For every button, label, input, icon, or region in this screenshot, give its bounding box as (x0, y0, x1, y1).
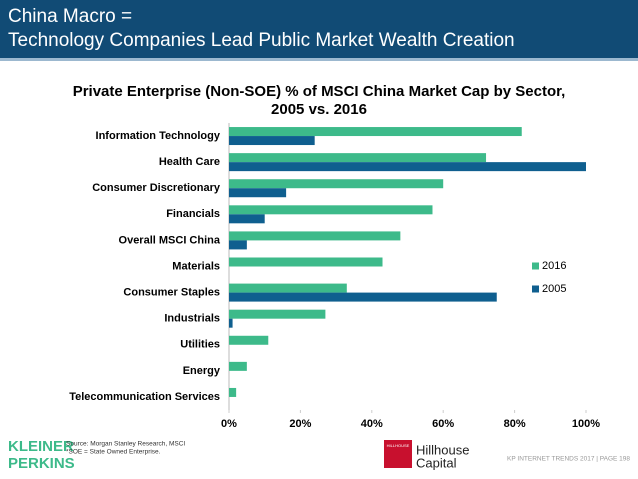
bar (229, 240, 247, 250)
bar (229, 257, 383, 267)
partner-badge-text: HILLHOUSE (387, 443, 410, 448)
y-tick-label: Overall MSCI China (119, 234, 221, 246)
logo: PERKINS (8, 455, 75, 472)
bar (229, 205, 433, 215)
y-tick-label: Industrials (164, 313, 220, 325)
legend-swatch (532, 285, 539, 293)
bar (229, 162, 586, 172)
y-tick-label: Energy (183, 365, 221, 377)
source: Source: Morgan Stanley Research, MSCI (66, 441, 185, 448)
bar (229, 153, 487, 163)
x-tick-label: 40% (361, 418, 383, 430)
y-tick-label: Health Care (159, 156, 220, 168)
bar (229, 283, 347, 293)
bar (229, 127, 522, 137)
partner-badge (384, 440, 412, 468)
y-tick-label: Consumer Discretionary (92, 182, 221, 194)
bar (229, 292, 497, 302)
x-tick-label: 20% (289, 418, 311, 430)
header-rule (0, 58, 638, 61)
bar (229, 136, 315, 146)
bar (229, 309, 326, 319)
header-line: China Macro = (8, 6, 132, 27)
source: *SOE = State Owned Enterprise. (66, 449, 161, 456)
header-band (0, 0, 638, 58)
bar (229, 231, 401, 241)
y-tick-label: Financials (166, 208, 220, 220)
bar (229, 387, 237, 397)
bar (229, 361, 247, 371)
legend-label: 2005 (542, 283, 566, 295)
logo: KLEINER (8, 438, 74, 455)
bar (229, 335, 269, 345)
header-line: Technology Companies Lead Public Market … (8, 30, 515, 51)
x-tick-label: 0% (221, 418, 237, 430)
bar (229, 188, 287, 198)
x-tick-label: 80% (504, 418, 526, 430)
bar (229, 179, 444, 189)
chart-title: Private Enterprise (Non-SOE) % of MSCI C… (73, 83, 566, 100)
x-tick-label: 100% (572, 418, 600, 430)
bar (229, 214, 265, 224)
legend-swatch (532, 262, 539, 270)
legend-label: 2016 (542, 260, 566, 272)
y-tick-label: Consumer Staples (123, 286, 220, 298)
partner-name: Hillhouse (416, 442, 469, 457)
partner-name: Capital (416, 455, 457, 470)
y-tick-label: Telecommunication Services (69, 391, 220, 403)
y-tick-label: Materials (172, 260, 220, 272)
bar (229, 318, 233, 328)
chart-title: 2005 vs. 2016 (271, 101, 367, 118)
page-number: KP INTERNET TRENDS 2017 | PAGE 198 (507, 456, 630, 463)
x-tick-label: 60% (432, 418, 454, 430)
y-tick-label: Information Technology (96, 130, 221, 142)
y-tick-label: Utilities (180, 339, 220, 351)
